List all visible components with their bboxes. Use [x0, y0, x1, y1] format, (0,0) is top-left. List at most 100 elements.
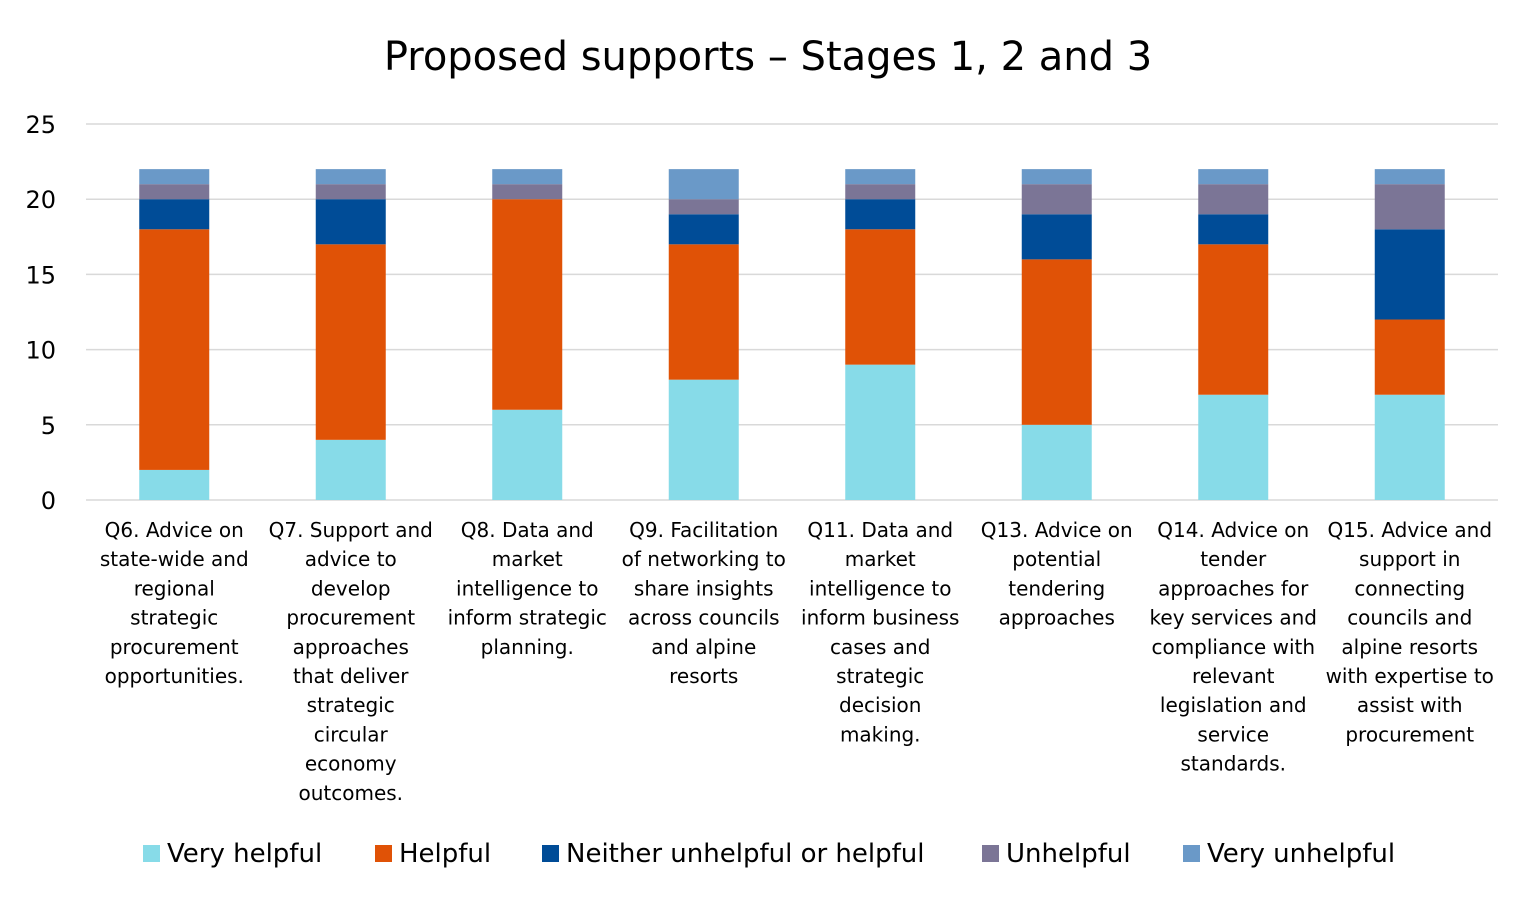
bar-segment-very-unhelpful	[668, 169, 739, 200]
bar-segment-very-helpful	[1198, 394, 1269, 500]
x-category-label-line: market	[845, 547, 916, 571]
bar-segment-very-unhelpful	[1021, 169, 1092, 185]
x-category-label-line: share insights	[634, 576, 774, 600]
bar-segment-very-helpful	[1021, 424, 1092, 500]
x-category-label-line: relevant	[1192, 664, 1275, 688]
x-category-label-line: advice to	[305, 547, 397, 571]
y-tick-label: 0	[41, 487, 56, 515]
x-category-label-line: planning.	[481, 635, 574, 659]
x-category-label-line: outcomes.	[298, 781, 403, 805]
x-category-label-line: Q8. Data and	[461, 518, 594, 542]
x-category-label-line: strategic	[307, 693, 395, 717]
bar-segment-unhelpful	[668, 199, 739, 215]
bar-segment-neither-unhelpful-or-helpful	[1021, 214, 1092, 260]
y-tick-label: 25	[25, 111, 56, 139]
x-category-label: Q8. Data and market intelligence to inform …	[448, 518, 607, 659]
x-category-label-line: standards.	[1181, 752, 1287, 776]
x-category-label: Q6. Advice on state-wide and regional strat…	[100, 518, 249, 688]
bar-segment-helpful	[1374, 319, 1445, 395]
x-category-label-line: decision	[839, 693, 921, 717]
bar-segment-helpful	[315, 244, 386, 440]
x-category-label: Q13. Advice on potential tendering approach…	[981, 518, 1133, 630]
legend-swatch	[982, 845, 999, 862]
x-category-label-line: strategic	[130, 606, 218, 630]
legend-item: Very unhelpful	[1183, 839, 1395, 869]
y-axis-ticks: 0 5 10 15 20 25	[25, 111, 56, 515]
bar-segment-neither-unhelpful-or-helpful	[668, 214, 739, 245]
bar-segment-helpful	[139, 229, 210, 470]
bar-segment-unhelpful	[1021, 184, 1092, 215]
bar-segment-unhelpful	[845, 184, 916, 200]
x-category-label-line: compliance with	[1151, 635, 1315, 659]
bar-segment-very-helpful	[315, 439, 386, 500]
bar-segment-very-unhelpful	[845, 169, 916, 185]
x-category-label-line: Q7. Support and	[269, 518, 433, 542]
bar-segment-neither-unhelpful-or-helpful	[139, 199, 210, 230]
bar-segment-very-unhelpful	[1198, 169, 1269, 185]
x-category-label-line: and alpine	[651, 635, 756, 659]
legend-swatch	[1183, 845, 1200, 862]
legend-label: Very unhelpful	[1207, 839, 1395, 869]
legend-swatch	[375, 845, 392, 862]
bars	[139, 169, 1445, 500]
x-category-label-line: assist with	[1357, 693, 1463, 717]
legend-swatch	[143, 845, 160, 862]
x-category-label-line: market	[492, 547, 563, 571]
bar-segment-very-helpful	[139, 469, 210, 500]
bar-segment-unhelpful	[1374, 184, 1445, 230]
bar-segment-helpful	[845, 229, 916, 365]
legend-label: Helpful	[399, 839, 491, 869]
legend-label: Very helpful	[167, 839, 322, 869]
x-category-label-line: approaches	[293, 635, 409, 659]
x-category-label-line: intelligence to	[456, 576, 598, 600]
bar-segment-helpful	[492, 199, 563, 410]
x-category-label-line: tender	[1200, 547, 1267, 571]
x-category-label-line: procurement	[1345, 722, 1474, 746]
x-category-label-line: across councils	[628, 606, 780, 630]
x-category-label-line: Q11. Data and	[807, 518, 953, 542]
x-category-label-line: inform strategic	[448, 606, 607, 630]
legend-label: Neither unhelpful or helpful	[566, 839, 925, 869]
x-category-label-line: resorts	[669, 664, 738, 688]
x-category-label-line: that deliver	[293, 664, 409, 688]
x-category-label-line: intelligence to	[809, 576, 951, 600]
x-category-label-line: with expertise to	[1326, 664, 1494, 688]
x-category-label-line: approaches for	[1158, 576, 1309, 600]
x-category-label-line: Q9. Facilitation	[629, 518, 778, 542]
x-category-label: Q15. Advice and support in connecting counc…	[1326, 518, 1494, 746]
y-tick-label: 15	[25, 261, 56, 289]
bar-segment-unhelpful	[1198, 184, 1269, 215]
bar-segment-very-helpful	[845, 364, 916, 500]
bar-segment-helpful	[1021, 259, 1092, 425]
x-category-label-line: alpine resorts	[1341, 635, 1478, 659]
bar-segment-very-unhelpful	[1374, 169, 1445, 185]
chart-title: Proposed supports – Stages 1, 2 and 3	[384, 34, 1152, 80]
x-category-label-line: key services and	[1150, 606, 1317, 630]
bar-segment-neither-unhelpful-or-helpful	[1374, 229, 1445, 320]
x-category-label-line: procurement	[110, 635, 239, 659]
legend-item: Neither unhelpful or helpful	[542, 839, 925, 869]
x-category-label-line: Q14. Advice on	[1157, 518, 1309, 542]
bar-segment-neither-unhelpful-or-helpful	[315, 199, 386, 245]
x-category-label-line: economy	[305, 752, 397, 776]
x-category-label-line: Q13. Advice on	[981, 518, 1133, 542]
x-category-label: Q7. Support and advice to develop procureme…	[269, 518, 433, 805]
legend-item: Helpful	[375, 839, 491, 869]
bar-segment-unhelpful	[139, 184, 210, 200]
bar-segment-neither-unhelpful-or-helpful	[1198, 214, 1269, 245]
x-category-label-line: opportunities.	[105, 664, 244, 688]
bar-segment-neither-unhelpful-or-helpful	[845, 199, 916, 230]
x-category-label-line: service	[1197, 722, 1269, 746]
bar-segment-very-helpful	[1374, 394, 1445, 500]
x-category-label-line: councils and	[1347, 606, 1472, 630]
gridlines	[86, 123, 1498, 501]
legend: Very helpful Helpful Neither unhelpful or …	[143, 839, 1395, 869]
legend-item: Very helpful	[143, 839, 322, 869]
bar-segment-helpful	[668, 244, 739, 380]
bar-segment-unhelpful	[315, 184, 386, 200]
bar-segment-very-unhelpful	[139, 169, 210, 185]
x-category-label-line: cases and	[830, 635, 930, 659]
bar-segment-very-unhelpful	[492, 169, 563, 185]
x-category-label-line: inform business	[801, 606, 959, 630]
